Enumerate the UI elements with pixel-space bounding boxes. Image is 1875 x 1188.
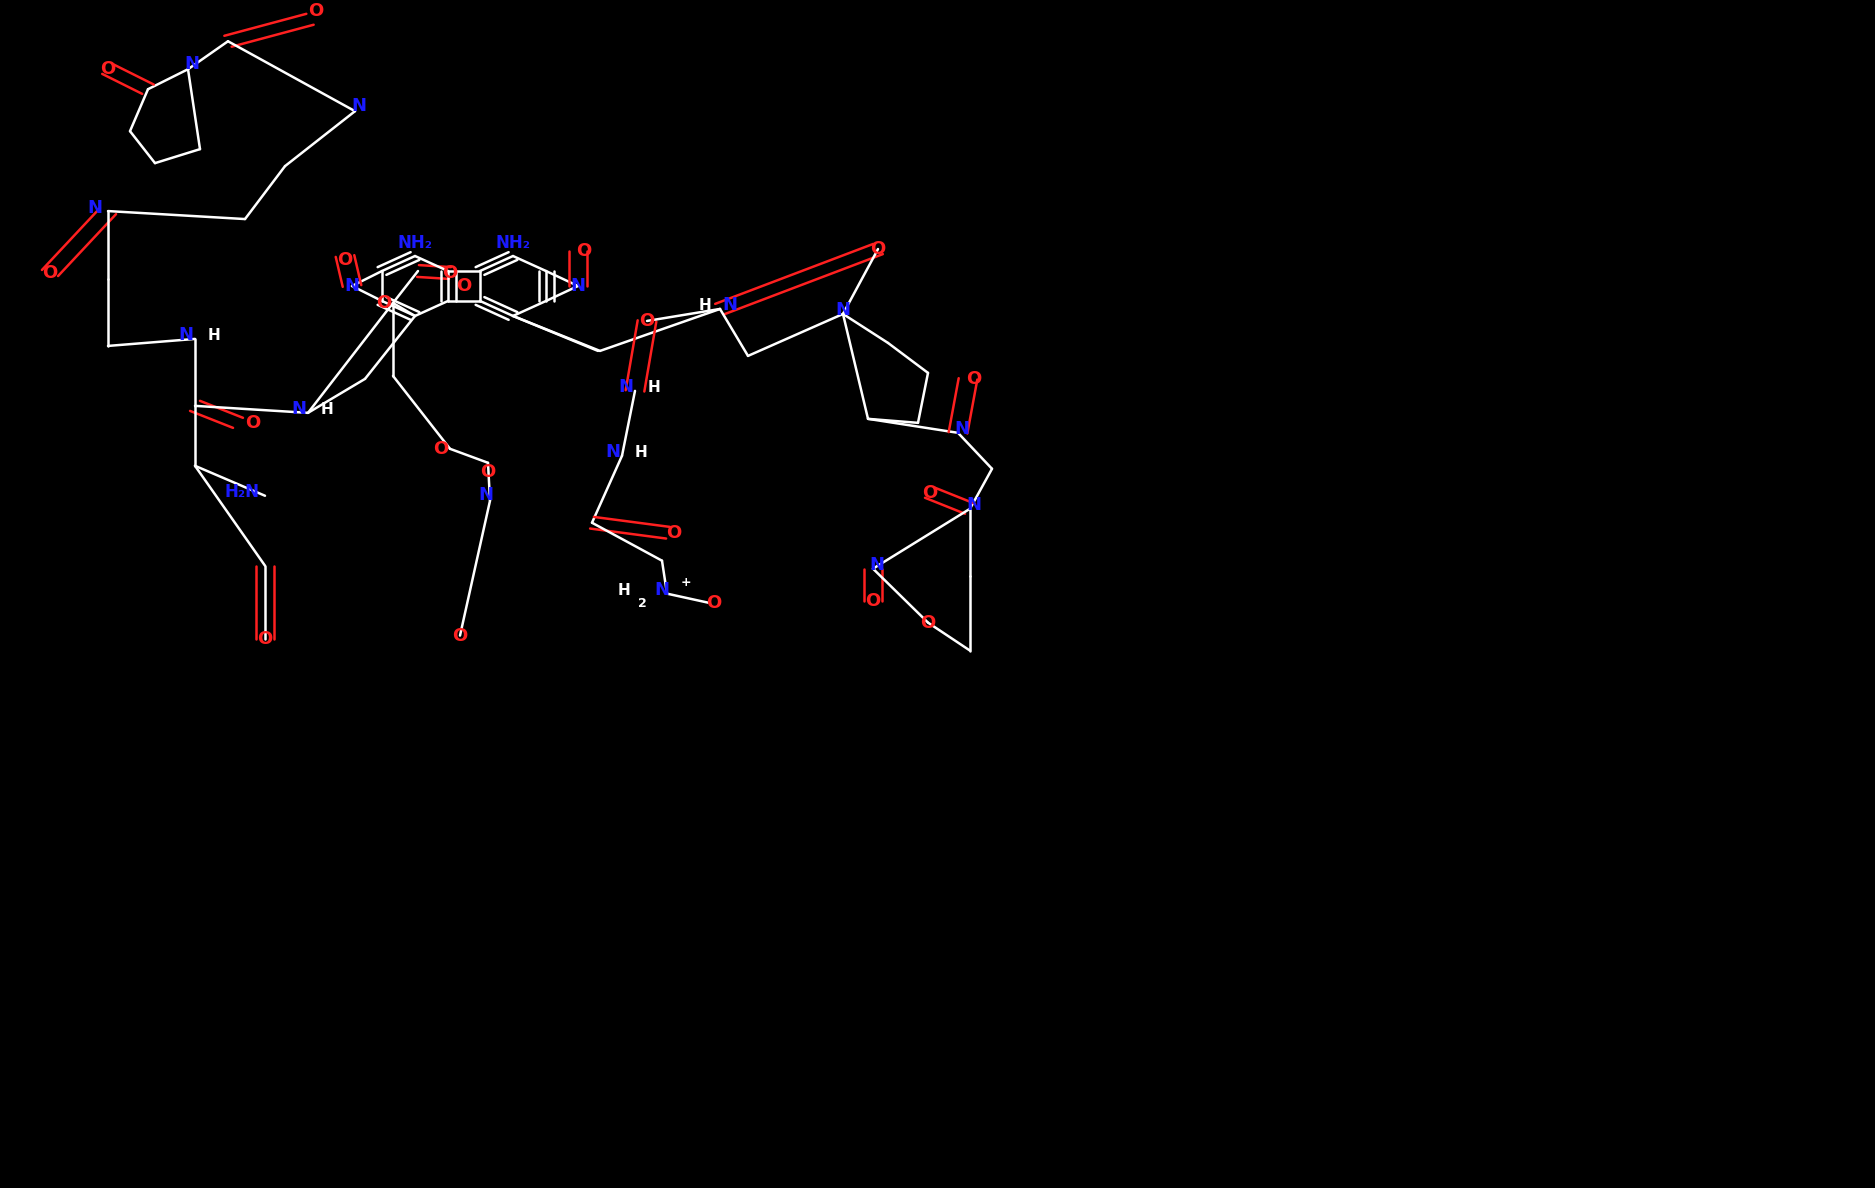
Text: H₂N: H₂N [225, 484, 261, 501]
Text: N: N [184, 56, 199, 74]
Text: 2: 2 [638, 596, 647, 609]
Text: O: O [246, 413, 261, 432]
Text: N: N [570, 277, 585, 295]
Text: N: N [954, 421, 969, 438]
Text: H: H [617, 582, 630, 598]
Text: N: N [870, 556, 885, 574]
Text: O: O [921, 614, 936, 632]
Text: H: H [647, 380, 660, 394]
Text: O: O [338, 251, 352, 268]
Text: O: O [966, 369, 981, 388]
Text: O: O [576, 242, 591, 260]
Text: H: H [699, 298, 711, 312]
Text: N: N [966, 497, 981, 514]
Text: O: O [707, 594, 722, 612]
Text: O: O [377, 293, 392, 312]
Text: O: O [870, 240, 885, 258]
Text: O: O [452, 626, 467, 645]
Text: N: N [654, 581, 669, 599]
Text: N: N [88, 198, 103, 216]
Text: O: O [456, 277, 472, 295]
Text: O: O [666, 524, 681, 542]
Text: N: N [478, 486, 493, 504]
Text: N: N [351, 97, 366, 115]
Text: NH₂: NH₂ [398, 234, 433, 252]
Text: O: O [43, 264, 58, 282]
Text: N: N [345, 277, 360, 295]
Text: O: O [101, 61, 116, 78]
Text: O: O [442, 264, 458, 282]
Text: O: O [433, 440, 448, 457]
Text: N: N [619, 378, 634, 397]
Text: N: N [178, 327, 193, 345]
Text: O: O [308, 2, 324, 20]
Text: N: N [606, 443, 621, 461]
Text: N: N [291, 400, 306, 418]
Text: H: H [208, 328, 219, 343]
Text: H: H [321, 402, 334, 417]
Text: H: H [634, 444, 647, 460]
Text: O: O [480, 463, 495, 481]
Text: O: O [866, 592, 881, 609]
Text: +: + [681, 576, 692, 589]
Text: O: O [639, 312, 654, 330]
Text: N: N [836, 302, 851, 320]
Text: N: N [722, 296, 737, 315]
Text: NH₂: NH₂ [495, 234, 531, 252]
Text: O: O [922, 484, 938, 501]
Text: O: O [257, 630, 272, 647]
